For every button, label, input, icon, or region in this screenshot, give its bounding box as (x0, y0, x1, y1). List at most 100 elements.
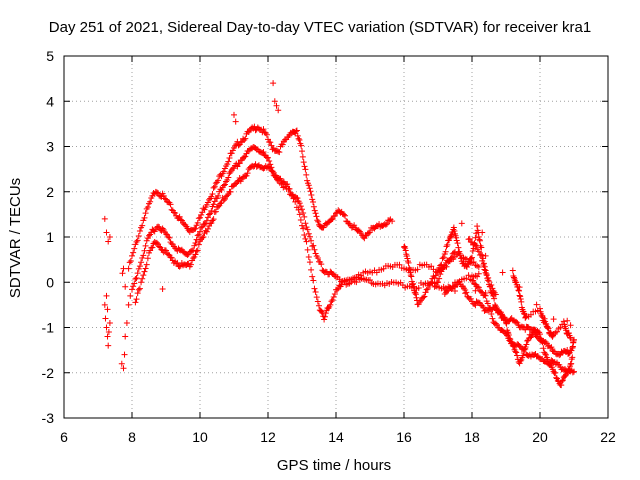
data-point (136, 285, 143, 292)
data-point (311, 207, 318, 214)
data-point (480, 261, 487, 268)
data-point (463, 263, 470, 270)
data-point (166, 234, 173, 241)
series-upper-arc (125, 123, 394, 272)
data-point (212, 208, 219, 215)
data-point (365, 229, 372, 236)
data-point (402, 247, 409, 254)
data-point (305, 182, 312, 189)
data-point (301, 231, 308, 238)
data-point (244, 170, 251, 177)
data-point (547, 361, 554, 368)
data-point (405, 259, 412, 266)
data-point (163, 247, 169, 254)
data-point (314, 298, 321, 305)
data-point (195, 241, 202, 248)
data-point (236, 160, 243, 167)
data-point (297, 217, 304, 224)
data-point (478, 244, 485, 251)
x-tick-label: 10 (192, 429, 208, 445)
data-point (101, 215, 108, 222)
data-point (513, 318, 520, 325)
data-point (149, 244, 156, 251)
data-point (285, 186, 292, 193)
data-point (135, 286, 142, 293)
data-point (225, 174, 232, 181)
y-tick-label: 3 (46, 139, 54, 155)
data-point (340, 211, 347, 218)
data-point (296, 137, 303, 144)
data-point (234, 163, 241, 170)
data-point (428, 279, 435, 286)
data-point (167, 201, 174, 208)
data-point (487, 306, 494, 313)
data-point (206, 196, 213, 203)
data-point (432, 282, 439, 289)
data-point (406, 266, 413, 273)
data-point (550, 316, 557, 323)
data-point (263, 131, 270, 138)
data-point (384, 220, 390, 227)
data-point (122, 283, 129, 290)
data-point (208, 207, 215, 214)
data-point (488, 311, 495, 318)
data-point (302, 166, 309, 173)
data-point (136, 263, 143, 270)
data-point (221, 181, 228, 188)
data-point (514, 352, 521, 359)
data-point (142, 210, 149, 217)
data-point (207, 210, 214, 217)
data-point (569, 369, 576, 376)
data-point (176, 263, 183, 270)
data-point (516, 284, 523, 291)
data-point (200, 233, 207, 240)
data-point (301, 213, 308, 220)
data-point (330, 293, 337, 300)
data-point (237, 139, 244, 146)
data-point (465, 272, 472, 279)
data-point (517, 296, 524, 303)
data-point (290, 195, 297, 202)
data-point (276, 149, 283, 156)
data-point (144, 255, 151, 262)
data-point (153, 239, 160, 246)
data-point (220, 168, 227, 175)
data-point (309, 243, 316, 250)
data-point (299, 148, 305, 155)
data-point (404, 255, 411, 262)
data-point (438, 268, 445, 275)
data-point (408, 273, 415, 280)
data-point (306, 185, 313, 192)
data-point (478, 251, 485, 258)
data-point (231, 111, 237, 118)
data-point (517, 293, 524, 300)
data-point (516, 287, 523, 294)
data-point (228, 150, 235, 157)
data-point (367, 277, 373, 284)
data-point (353, 279, 360, 286)
data-point (296, 211, 303, 218)
data-point (549, 333, 556, 340)
y-tick-label: 2 (46, 184, 54, 200)
data-point (316, 302, 322, 309)
data-point (386, 217, 393, 224)
data-point (274, 176, 281, 183)
data-point (412, 291, 419, 298)
data-point (192, 225, 199, 232)
data-point (242, 153, 249, 160)
data-point (439, 255, 446, 262)
data-point (235, 142, 242, 149)
series-late-upper (441, 279, 577, 359)
data-point (300, 210, 307, 217)
data-point (278, 181, 285, 188)
data-point (452, 248, 458, 255)
data-point (208, 193, 215, 200)
data-point (546, 360, 553, 367)
data-point (428, 263, 435, 270)
data-point (204, 199, 211, 206)
data-point (334, 286, 341, 293)
x-tick-label: 8 (128, 429, 136, 445)
data-point (493, 321, 500, 328)
data-point (313, 294, 320, 301)
